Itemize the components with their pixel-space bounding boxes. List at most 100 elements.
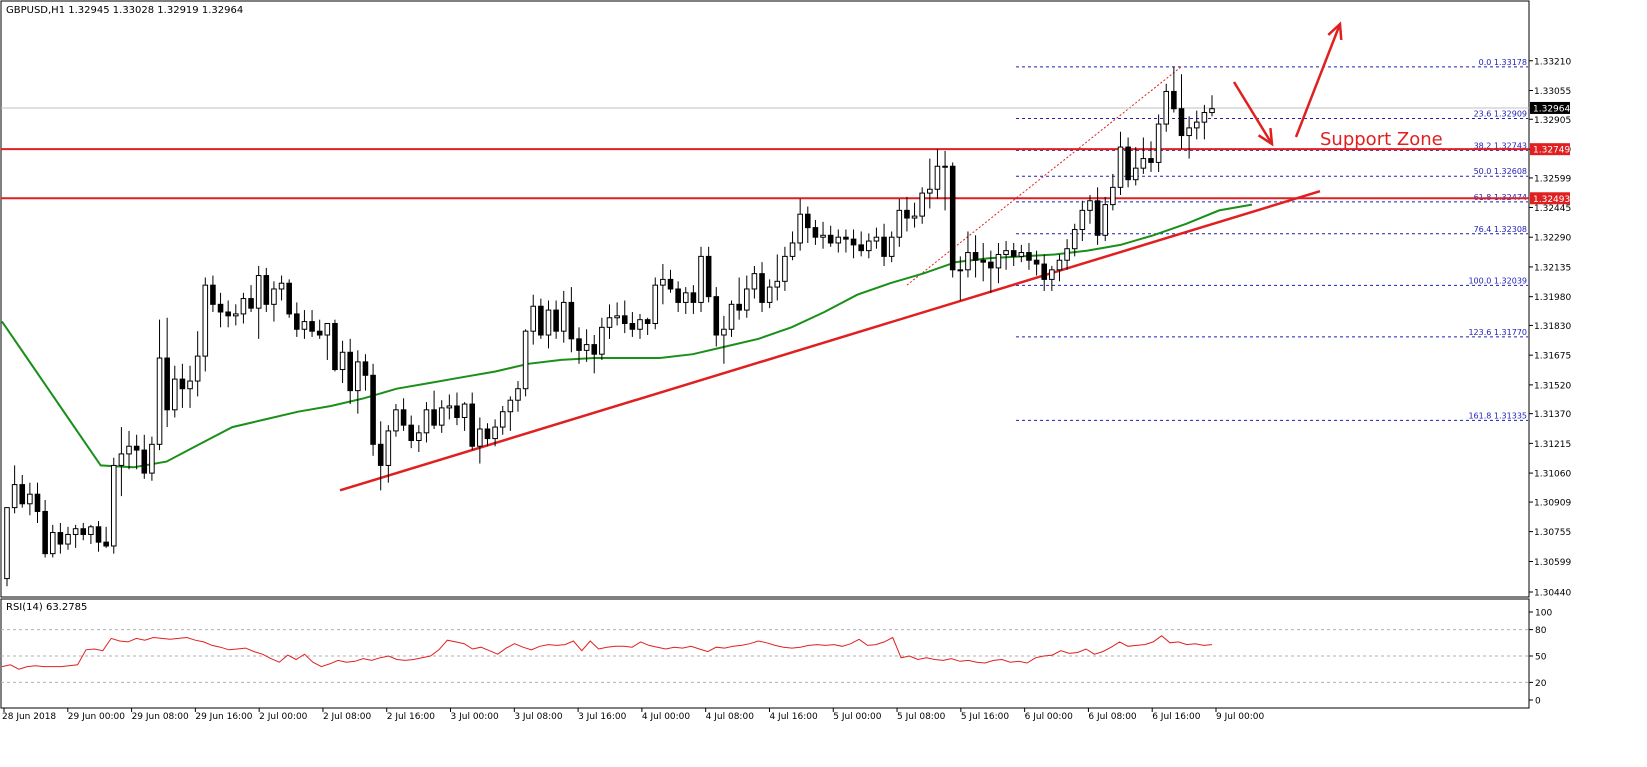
candle (309, 310, 315, 337)
candle (576, 327, 582, 364)
candle-body-bear (1178, 108, 1185, 137)
candle-body-bull (324, 323, 331, 336)
candle (995, 242, 1002, 284)
rsi-layer: 100 80 50 20 0 (1, 609, 1552, 707)
candle-body-bull (1087, 200, 1093, 211)
candle-body-bull (797, 213, 803, 244)
candle (194, 331, 201, 397)
candle-body-bull (118, 453, 125, 466)
up-arrow-shaft (1294, 23, 1342, 138)
candle (629, 312, 636, 337)
candle-body-bear (103, 541, 109, 547)
candle (95, 521, 102, 552)
candle-body-bear (568, 301, 575, 340)
candle (446, 394, 453, 420)
candle (118, 427, 125, 497)
candle-body-bull (461, 403, 468, 418)
y-tick-label: 1.31830 (1534, 322, 1571, 332)
candle (866, 233, 872, 259)
x-tick-label: 29 Jun 00:00 (68, 712, 125, 722)
candle-body-bull (682, 292, 689, 303)
candle-body-bear (850, 238, 857, 246)
candle (682, 287, 689, 314)
candle-body-bull (515, 388, 521, 401)
candle (278, 275, 285, 301)
candle (301, 310, 308, 339)
y-tick-label: 1.32445 (1534, 204, 1571, 214)
candle (1171, 66, 1177, 113)
candle (1178, 74, 1185, 149)
candle (225, 300, 231, 328)
fib-level-label: 50.0 1.32608 (1474, 167, 1527, 176)
candle (660, 264, 666, 305)
candle-body-bull (934, 165, 941, 190)
candle-body-bear (309, 321, 315, 332)
candle-body-bear (248, 298, 254, 309)
candle (949, 162, 956, 278)
candle (484, 423, 491, 447)
candle-body-bull (1110, 186, 1116, 206)
candle-body-bull (355, 361, 361, 392)
candle-body-bear (904, 209, 910, 219)
x-tick-label: 2 Jul 16:00 (387, 712, 436, 722)
candle (88, 524, 94, 545)
candle-body-bull (660, 278, 666, 286)
candle-body-bull (438, 407, 445, 426)
level-price-tag-bg (1530, 143, 1570, 156)
candle (339, 340, 346, 383)
moving-average-layer (1, 203, 1253, 469)
candle-body-bull (149, 443, 155, 474)
candle-body-bull (1071, 229, 1078, 250)
candle-body-bull (477, 428, 483, 447)
candle-body-bear (949, 165, 956, 271)
candle (19, 475, 26, 508)
candle (271, 281, 277, 322)
fib-swing-connector (906, 66, 1182, 286)
candle (263, 267, 270, 312)
candle-body-bull (423, 409, 430, 434)
candle-body-bull (866, 240, 872, 252)
candle-body-bull (301, 321, 308, 330)
candle (57, 522, 64, 554)
candle-body-bull (202, 284, 209, 357)
x-tick-label: 2 Jul 00:00 (259, 712, 308, 722)
candle-body-bear (629, 323, 636, 330)
candle (553, 300, 559, 339)
x-tick-label: 6 Jul 00:00 (1025, 712, 1074, 722)
support-zone-label: Support Zone (1320, 129, 1443, 150)
candle-body-bull (88, 526, 94, 535)
x-tick-label: 4 Jul 00:00 (642, 712, 691, 722)
candle (805, 206, 811, 243)
fib-level-label: 76.4 1.32308 (1474, 225, 1527, 234)
candle (515, 381, 521, 412)
fib-level-label: 100.0 1.32039 (1468, 276, 1527, 285)
candle-body-bear (667, 278, 674, 290)
candle (1010, 242, 1017, 266)
candle (469, 392, 476, 451)
candle (110, 457, 117, 554)
fibonacci-layer: 0.0 1.33178 23.6 1.32909 38.2 1.32743 50.0 … (906, 58, 1528, 421)
candle (1094, 187, 1101, 245)
candle (621, 300, 628, 334)
candle (583, 329, 590, 362)
candle-body-bear (294, 313, 300, 330)
candle (690, 285, 697, 314)
candle-body-bear (1026, 252, 1032, 261)
candle (599, 317, 605, 360)
rsi-header: RSI(14) 63.2785 (6, 602, 87, 613)
candle (606, 304, 613, 339)
candle (11, 465, 18, 514)
candle (988, 250, 994, 293)
candle (766, 279, 773, 309)
candle (1056, 254, 1063, 282)
candle-body-bull (339, 351, 346, 371)
candle-body-bull (919, 192, 925, 217)
x-tick-label: 3 Jul 00:00 (451, 712, 500, 722)
candle-body-bull (599, 326, 605, 355)
candle (919, 187, 925, 224)
candle (400, 398, 407, 431)
candle-body-bear (179, 378, 186, 390)
candle (972, 235, 979, 278)
candle-body-bull (271, 288, 277, 305)
